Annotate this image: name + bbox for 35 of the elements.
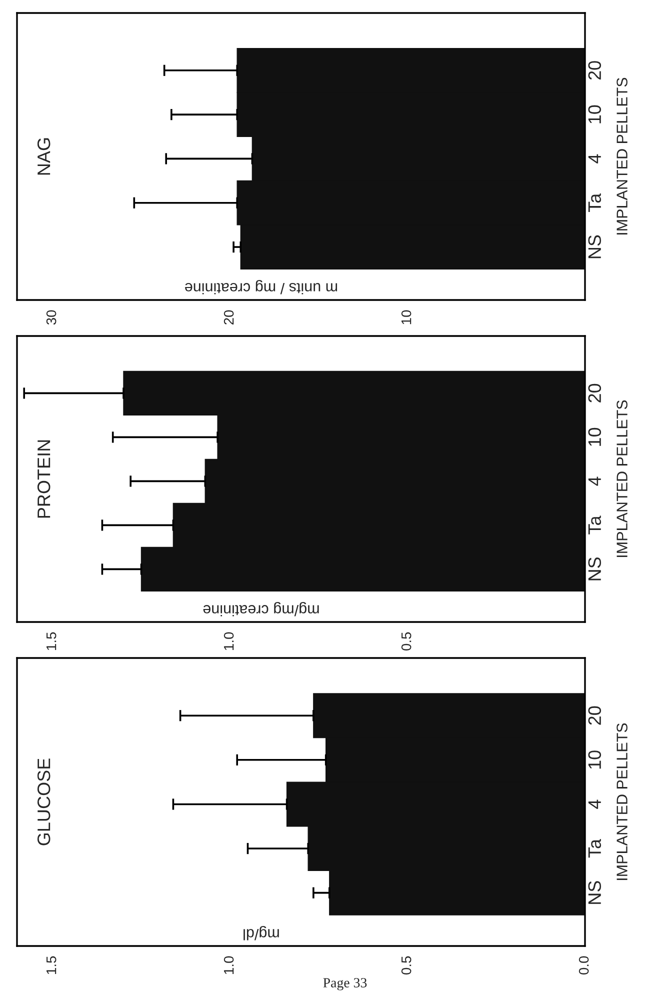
x-tick-label: 1.0 bbox=[224, 632, 234, 650]
y-tick-label: 10 bbox=[588, 750, 602, 769]
y-tick-label: NS bbox=[588, 235, 602, 258]
y-tick-label: 4 bbox=[588, 154, 601, 164]
x-axis-title: m units / mg creatinine bbox=[185, 280, 338, 294]
x-axis-title: mg/dl bbox=[244, 926, 279, 940]
text: NAG bbox=[37, 138, 50, 175]
y-tick-label: Ta bbox=[588, 838, 602, 858]
x-tick-label: 0.5 bbox=[401, 632, 412, 650]
y-tick-label: 20 bbox=[588, 384, 602, 402]
y-tick-label: Ta bbox=[588, 516, 602, 534]
y-tick-label: 4 bbox=[588, 800, 601, 809]
y-tick-label: 20 bbox=[588, 61, 602, 80]
y-axis-title: IMPLANTED PELLETS bbox=[616, 78, 628, 234]
y-axis-title: IMPLANTED PELLETS bbox=[616, 723, 628, 880]
y-tick-label: 4 bbox=[588, 476, 601, 486]
x-tick-label: 1.5 bbox=[46, 956, 56, 974]
x-tick-label: 20 bbox=[224, 310, 234, 324]
y-tick-label: Ta bbox=[588, 193, 602, 212]
y-tick-label: 20 bbox=[588, 706, 602, 725]
y-axis-title: IMPLANTED PELLETS bbox=[616, 400, 628, 557]
y-tick-label: 10 bbox=[588, 105, 602, 124]
x-tick-label: 0.5 bbox=[401, 956, 412, 974]
x-tick-label: 0.0 bbox=[578, 956, 589, 974]
x-tick-label: 1.0 bbox=[224, 956, 234, 974]
text: GLUCOSE bbox=[37, 758, 50, 846]
x-tick-label: 1.5 bbox=[46, 632, 56, 650]
y-tick-label: NS bbox=[588, 881, 602, 904]
y-tick-label: NS bbox=[588, 557, 602, 580]
x-axis-title: mg/mg creatinine bbox=[203, 602, 319, 616]
x-tick-label: 10 bbox=[401, 310, 412, 324]
text: PROTEIN bbox=[37, 440, 50, 518]
text: Page 33 bbox=[323, 978, 367, 990]
x-tick-label: 30 bbox=[46, 310, 56, 325]
y-tick-label: 10 bbox=[588, 428, 602, 446]
